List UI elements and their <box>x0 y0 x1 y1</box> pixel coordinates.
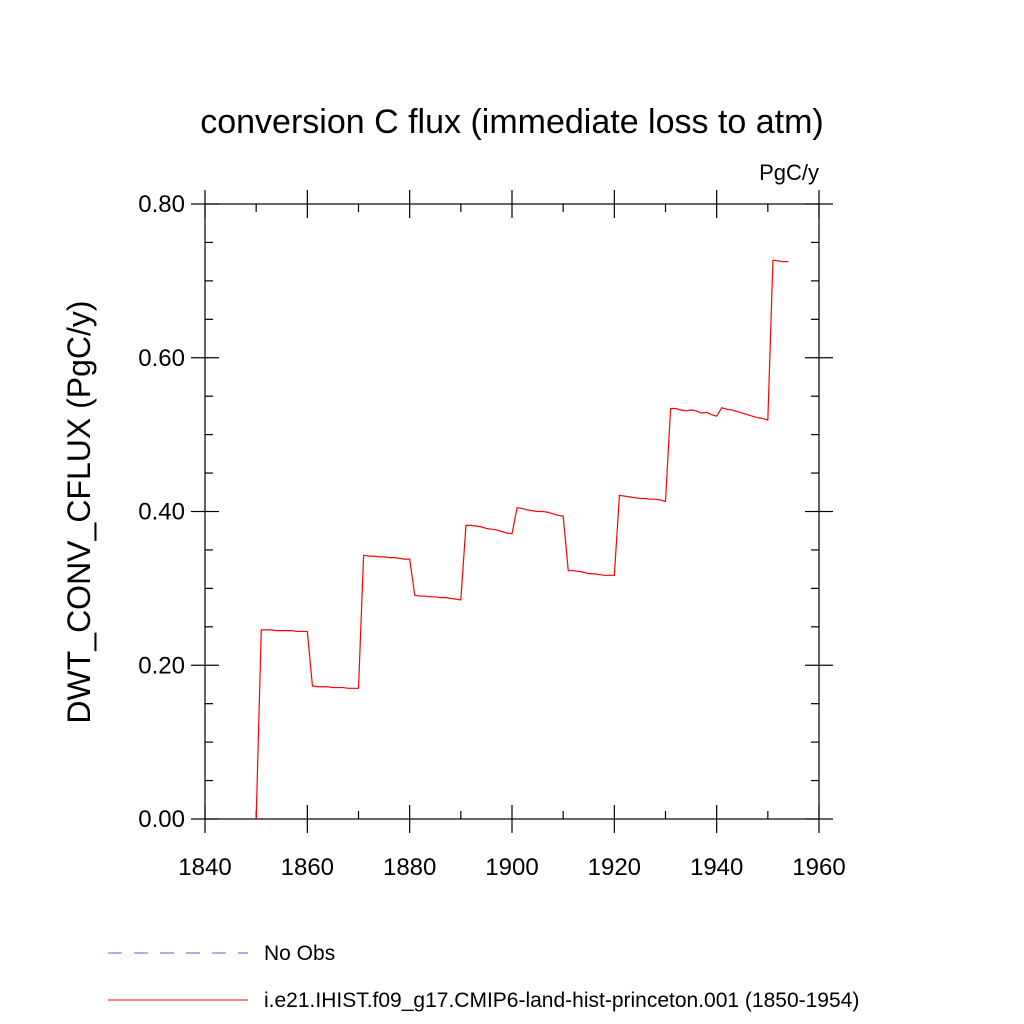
legend-label-no-obs: No Obs <box>264 942 335 965</box>
y-tick-label: 0.60 <box>138 345 185 372</box>
series-lines <box>255 259 789 820</box>
y-axis: 0.00 0.20 0.40 0.60 0.80 <box>138 191 833 833</box>
x-tick-label: 1920 <box>588 854 641 881</box>
x-tick-label: 1860 <box>281 854 334 881</box>
legend: No Obs i.e21.IHIST.f09_g17.CMIP6-land-hi… <box>108 942 859 1012</box>
chart-title: conversion C flux (immediate loss to atm… <box>200 103 824 141</box>
y-tick-label: 0.00 <box>138 806 185 833</box>
y-tick-label: 0.40 <box>138 499 185 526</box>
x-tick-label: 1880 <box>383 854 436 881</box>
x-tick-label: 1960 <box>792 854 845 881</box>
units-label: PgC/y <box>759 160 819 185</box>
x-tick-label: 1900 <box>485 854 538 881</box>
plot-frame <box>204 203 820 820</box>
x-tick-label: 1840 <box>178 854 231 881</box>
y-tick-label: 0.80 <box>138 191 185 218</box>
y-tick-label: 0.20 <box>138 652 185 679</box>
y-axis-label: DWT_CONV_CFLUX (PgC/y) <box>61 300 97 723</box>
x-axis: 1840 1860 1880 1900 1920 1940 1960 <box>178 190 846 881</box>
series-line <box>255 259 789 820</box>
x-tick-label: 1940 <box>690 854 743 881</box>
legend-label-model-run: i.e21.IHIST.f09_g17.CMIP6-land-hist-prin… <box>264 989 859 1012</box>
